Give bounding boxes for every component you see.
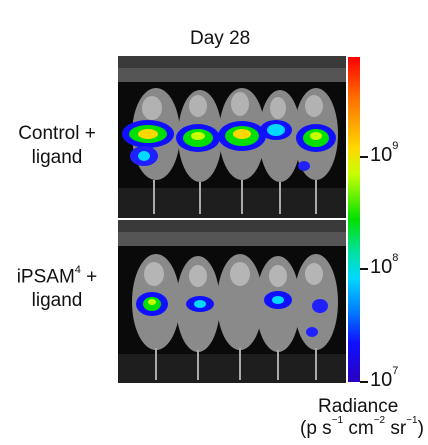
figure-title: Day 28: [190, 28, 251, 49]
colorbar-tick-1e8: [360, 268, 368, 270]
ipsam-mice-photo: [118, 220, 346, 383]
colorbar-tick-1e7: [360, 381, 368, 383]
radiance-colorbar: [348, 57, 360, 382]
row-label-control: Control + ligand: [18, 123, 96, 168]
control-mice-image: [118, 56, 346, 218]
colorbar-label-1e7: 107: [370, 365, 399, 391]
row-label-ipsam: iPSAM4 + ligand: [16, 264, 98, 312]
colorbar-tick-1e9: [360, 156, 368, 158]
control-mice-photo: [118, 56, 346, 218]
colorbar-title: Radiance: [318, 396, 399, 417]
colorbar-label-1e9: 109: [370, 140, 399, 166]
colorbar-label-1e8: 108: [370, 252, 399, 278]
ipsam-mice-image: [118, 220, 346, 383]
colorbar-units: (p s−1 cm−2 sr−1): [300, 414, 424, 439]
